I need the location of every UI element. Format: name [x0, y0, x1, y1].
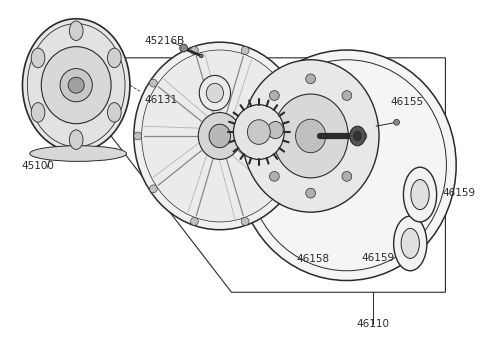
Ellipse shape [403, 167, 437, 222]
Ellipse shape [296, 119, 325, 153]
Ellipse shape [68, 77, 84, 93]
Ellipse shape [60, 68, 92, 102]
Ellipse shape [306, 74, 315, 84]
Ellipse shape [23, 19, 130, 151]
Ellipse shape [69, 130, 83, 149]
Ellipse shape [273, 94, 348, 178]
Ellipse shape [41, 47, 111, 124]
Ellipse shape [401, 228, 420, 258]
Ellipse shape [256, 109, 295, 151]
Ellipse shape [342, 172, 352, 181]
Ellipse shape [238, 50, 456, 281]
Text: 46158: 46158 [296, 254, 329, 264]
Ellipse shape [241, 47, 249, 54]
Ellipse shape [191, 47, 198, 54]
Text: 46155: 46155 [391, 97, 424, 107]
Ellipse shape [199, 54, 203, 58]
Ellipse shape [282, 185, 290, 193]
Text: 46110: 46110 [357, 319, 390, 329]
Text: 45100: 45100 [22, 161, 54, 171]
Ellipse shape [394, 216, 427, 271]
Ellipse shape [241, 217, 249, 225]
Ellipse shape [242, 60, 379, 212]
Ellipse shape [306, 188, 315, 198]
Ellipse shape [180, 44, 188, 52]
Ellipse shape [142, 50, 298, 222]
Ellipse shape [69, 21, 83, 41]
Ellipse shape [149, 185, 157, 193]
Ellipse shape [108, 48, 121, 68]
Ellipse shape [233, 105, 284, 160]
Ellipse shape [108, 103, 121, 122]
Ellipse shape [149, 79, 157, 87]
Ellipse shape [134, 42, 306, 230]
Ellipse shape [209, 124, 230, 148]
Ellipse shape [134, 132, 142, 140]
Text: 46159: 46159 [443, 187, 476, 198]
Ellipse shape [269, 172, 279, 181]
Ellipse shape [27, 24, 125, 147]
Ellipse shape [31, 103, 45, 122]
Ellipse shape [357, 131, 367, 141]
Text: 45216B: 45216B [144, 36, 185, 46]
Ellipse shape [298, 132, 306, 140]
Ellipse shape [199, 76, 230, 110]
Ellipse shape [247, 60, 446, 271]
Ellipse shape [191, 217, 198, 225]
Text: 46131: 46131 [144, 95, 178, 105]
Ellipse shape [31, 48, 45, 68]
Ellipse shape [30, 146, 127, 161]
Ellipse shape [282, 79, 290, 87]
Ellipse shape [206, 83, 224, 103]
Ellipse shape [198, 113, 241, 160]
Ellipse shape [269, 91, 279, 101]
Ellipse shape [350, 126, 365, 146]
Text: 46159: 46159 [361, 253, 395, 263]
Ellipse shape [394, 119, 399, 125]
Ellipse shape [268, 121, 283, 139]
Ellipse shape [411, 180, 429, 210]
Ellipse shape [342, 91, 352, 101]
Ellipse shape [354, 131, 361, 141]
Ellipse shape [247, 120, 270, 144]
Ellipse shape [254, 131, 264, 141]
